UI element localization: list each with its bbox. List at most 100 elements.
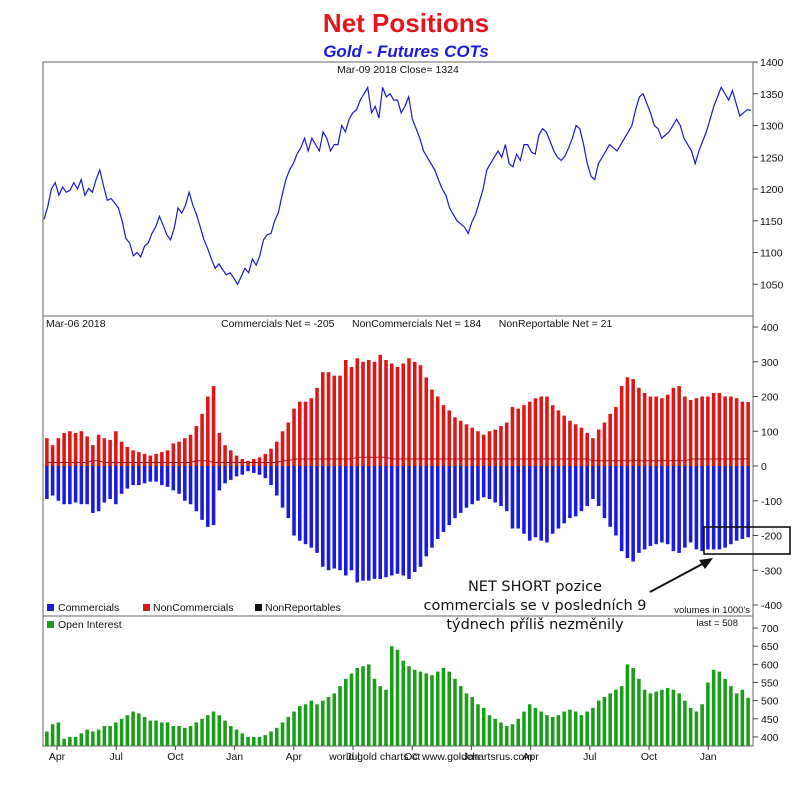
net-y-tick-label: 300 [761,357,779,369]
commercials-bar [395,466,400,574]
open-interest-bar [206,715,210,746]
commercials-bar [539,466,543,541]
open-interest-bar [401,660,406,746]
open-interest-bar [458,686,463,746]
commercials-bar [240,466,245,475]
commercials-bar [625,466,630,559]
open-interest-bar [660,689,664,746]
commercials-bar [458,466,463,513]
noncommercials-bar [68,431,72,466]
legend-noncommercials-label: NonCommercials [153,602,234,614]
noncommercials-bar [522,405,526,466]
open-interest-bar [125,715,130,746]
commercials-bar [79,466,84,505]
commercials-bar [711,466,716,550]
noncommercials-bar [711,393,716,466]
commercials-bar [550,466,555,534]
open-interest-bar [148,720,153,746]
open-interest-bar [263,735,268,746]
noncommercials-bar [619,386,624,466]
commercials-bar [545,466,549,543]
commercials-bar [562,466,566,524]
commercials-bar [596,466,601,506]
commercials-bar [487,466,492,500]
net-y-tick-label: 200 [761,392,779,404]
commercials-bar [275,466,279,496]
noncommercials-bar [91,445,95,466]
noncommercials-bar [154,453,158,466]
open-interest-bar [510,724,515,746]
open-interest-bar [464,693,469,746]
noncommercials-bar [298,401,302,466]
noncommercials-bar [642,393,647,466]
net-y-tick-label: 100 [761,426,779,438]
legend-nonreportables-label: NonReportables [265,602,341,614]
commercials-bar [384,466,388,578]
noncommercials-bar [125,446,130,466]
open-interest-bar [579,715,584,746]
commercials-bar [740,466,745,539]
open-interest-bar [671,689,676,746]
open-interest-bar [596,700,601,746]
x-month-label: Jul [583,751,596,763]
commercials-bar [269,466,273,486]
open-interest-bar [556,715,561,746]
commercials-bar [614,466,618,536]
noncommercials-bar [614,406,618,466]
axes-group: 1050 1100 1150 1200 1250 1300 1350 1400 -400 -300… [49,57,784,763]
open-interest-bar [343,678,348,746]
noncommercials-bar [499,426,503,466]
commercials-bar [746,466,750,538]
open-interest-bar [320,700,325,746]
open-interest-bar [591,707,595,746]
commercials-bar [131,466,135,486]
noncommercials-bar [683,396,687,466]
commercials-bar [665,466,670,545]
open-interest-bar [430,675,434,746]
price-y-tick-label: 1350 [760,89,784,101]
chart-subtitle: Gold - Futures COTs [323,42,489,61]
open-interest-bar [366,664,371,746]
noncommercials-bar [303,401,308,466]
noncommercials-bar [211,386,216,466]
noncommercials-bar [320,372,325,466]
noncommercials-bar [706,396,710,466]
noncommercials-bar [412,361,417,466]
noncommercials-bar [510,406,515,466]
commercials-bar [435,466,440,539]
open-interest-bar [114,722,118,746]
open-interest-bar [527,704,532,746]
noncommercials-bar [568,420,572,466]
open-interest-bar [165,722,170,746]
commercials-bar [677,466,681,553]
open-interest-bar [384,689,388,746]
open-interest-bar [131,711,135,746]
commercials-bar [102,466,107,503]
price-y-tick-label: 1400 [760,57,784,69]
noncommercials-bar [717,393,722,466]
noncommercials-bar [114,431,118,466]
open-interest-bar [441,667,446,746]
commercials-bar [137,466,141,486]
net-header-date: Mar-06 2018 [46,318,106,330]
commercials-bar [412,466,417,572]
noncommercials-bar [596,429,601,466]
open-interest-bar [533,707,538,746]
commercials-bar [378,466,383,579]
open-interest-bar [424,673,429,746]
commercials-bar [229,466,233,480]
noncommercials-bar [407,358,411,466]
noncommercials-bar [349,366,354,466]
open-interest-bar [286,716,291,746]
noncommercials-bar [591,438,595,466]
commercials-bar [430,466,434,548]
noncommercials-bar [671,387,676,466]
net-y-tick-label: -200 [761,531,782,543]
open-interest-bar [608,693,612,746]
open-interest-bar [177,726,181,746]
noncommercials-bar [746,402,750,466]
commercials-bar [217,466,222,491]
volumes-note: volumes in 1000's [674,605,750,616]
open-interest-bar [137,713,141,746]
commercials-bar [700,466,704,552]
